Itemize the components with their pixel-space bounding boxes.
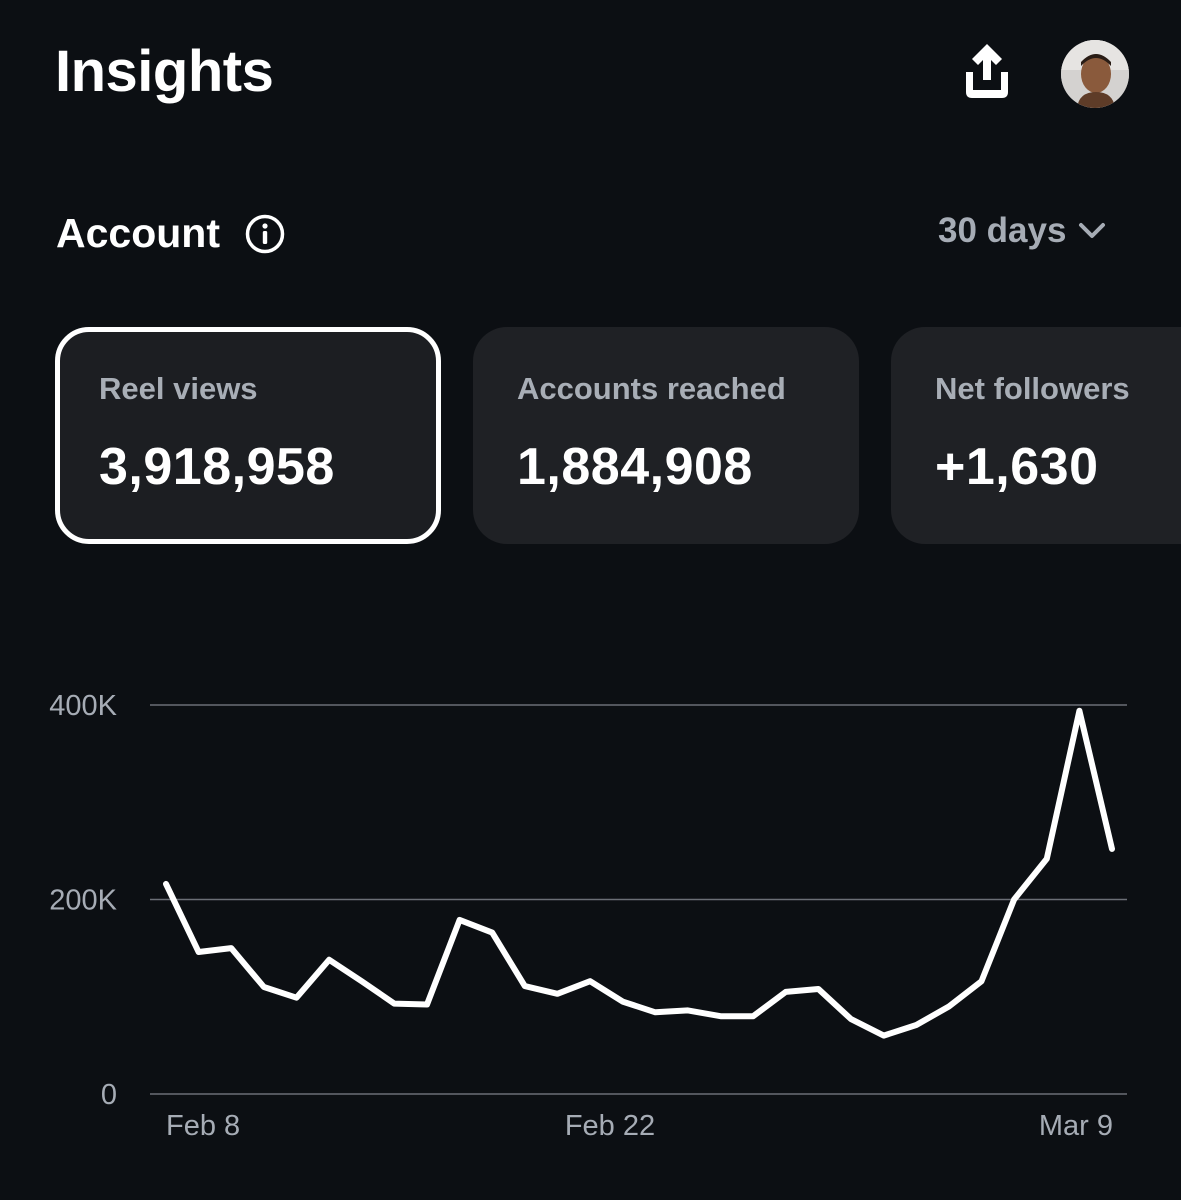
avatar[interactable] (1061, 40, 1129, 108)
metric-card-net-followers[interactable]: Net followers +1,630 (891, 327, 1181, 544)
metric-cards: Reel views 3,918,958 Accounts reached 1,… (55, 327, 1181, 544)
series-line (163, 707, 1115, 1039)
y-tick-label: 400K (49, 690, 117, 722)
section-title: Account (56, 210, 220, 256)
metric-card-accounts-reached[interactable]: Accounts reached 1,884,908 (473, 327, 859, 544)
metric-value: 1,884,908 (517, 438, 753, 496)
date-range-label: 30 days (938, 211, 1067, 250)
share-button[interactable] (956, 38, 1018, 104)
x-tick-label: Feb 22 (565, 1110, 655, 1142)
metric-label: Reel views (99, 371, 258, 406)
y-tick-label: 200K (49, 885, 117, 917)
x-tick-label: Feb 8 (166, 1110, 240, 1142)
date-range-select[interactable]: 30 days (938, 211, 1106, 251)
x-tick-label: Mar 9 (1039, 1110, 1113, 1142)
metric-label: Accounts reached (517, 371, 786, 406)
share-upload-icon (966, 44, 1008, 98)
chevron-down-icon (1079, 223, 1106, 238)
page-title: Insights (55, 39, 274, 104)
info-icon (245, 214, 285, 254)
info-button[interactable] (244, 213, 286, 255)
metric-label: Net followers (935, 371, 1130, 406)
metric-value: +1,630 (935, 438, 1099, 496)
metric-value: 3,918,958 (99, 438, 335, 496)
y-tick-label: 0 (101, 1079, 117, 1111)
reel-views-line-chart: 0 200K 400K Feb 8 Feb 22 Mar 9 (49, 690, 1127, 1142)
metric-card-reel-views[interactable]: Reel views 3,918,958 (55, 327, 441, 544)
